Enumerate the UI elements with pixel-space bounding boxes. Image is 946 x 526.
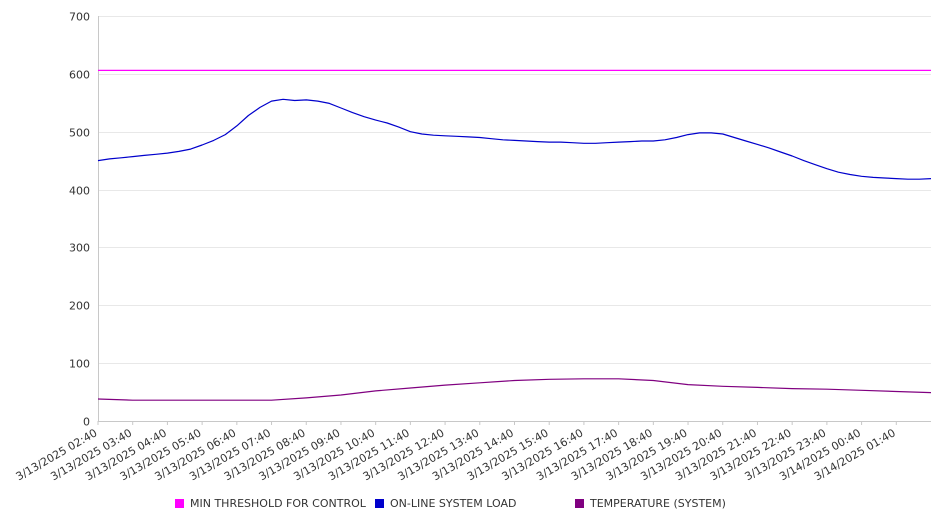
- x-axis-tick-labels: 3/13/2025 02:403/13/2025 03:403/13/2025 …: [14, 421, 898, 483]
- y-tick-label-0: 0: [83, 416, 90, 429]
- legend-swatch-min-threshold: [175, 499, 184, 508]
- legend-label-min-threshold: MIN THRESHOLD FOR CONTROL: [190, 497, 366, 510]
- series-line-system-load: [97, 98, 932, 180]
- series-line-temperature: [97, 378, 932, 401]
- y-tick-label-700: 700: [69, 11, 90, 24]
- y-tick-label-400: 400: [69, 185, 90, 198]
- y-tick-label-300: 300: [69, 242, 90, 255]
- legend-item-system-load[interactable]: ON-LINE SYSTEM LOAD: [375, 497, 516, 510]
- legend-item-temperature[interactable]: TEMPERATURE (SYSTEM): [575, 497, 726, 510]
- grid-lines: [98, 16, 931, 364]
- y-tick-label-100: 100: [69, 358, 90, 371]
- legend-label-temperature: TEMPERATURE (SYSTEM): [590, 497, 726, 510]
- series-lines: [97, 69, 932, 401]
- legend-item-min-threshold[interactable]: MIN THRESHOLD FOR CONTROL: [175, 497, 366, 510]
- legend-label-system-load: ON-LINE SYSTEM LOAD: [390, 497, 517, 510]
- legend: MIN THRESHOLD FOR CONTROL ON-LINE SYSTEM…: [0, 497, 946, 517]
- legend-swatch-system-load: [375, 499, 384, 508]
- legend-swatch-temperature: [575, 499, 584, 508]
- y-axis-tick-labels: 0 100 200 300 400 500 600 700: [69, 11, 90, 429]
- y-tick-label-500: 500: [69, 127, 90, 140]
- axes: [98, 16, 931, 422]
- y-tick-label-600: 600: [69, 69, 90, 82]
- y-tick-label-200: 200: [69, 300, 90, 313]
